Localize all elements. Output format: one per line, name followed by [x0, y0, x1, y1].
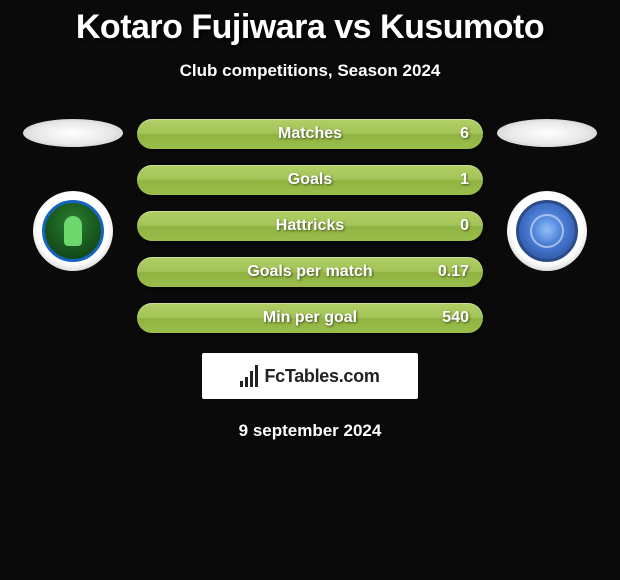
stat-value: 0: [460, 217, 469, 235]
stat-label: Min per goal: [263, 309, 357, 327]
brand-bar: [255, 365, 258, 387]
page-title: Kotaro Fujiwara vs Kusumoto: [0, 8, 620, 47]
stat-label: Hattricks: [276, 217, 344, 235]
main-layout: Matches 6 Goals 1 Hattricks 0 Goals per …: [0, 119, 620, 333]
club-badge-left-inner: [42, 200, 104, 262]
brand-box: FcTables.com: [202, 353, 418, 399]
stat-row: Matches 6: [137, 119, 483, 149]
brand-bar: [245, 377, 248, 387]
stat-value: 1: [460, 171, 469, 189]
stat-value: 540: [442, 309, 469, 327]
club-badge-right-inner: [516, 200, 578, 262]
stat-label: Matches: [278, 125, 342, 143]
player-silhouette-right: [497, 119, 597, 147]
club-badge-right: [507, 191, 587, 271]
stat-value: 6: [460, 125, 469, 143]
right-player-col: [497, 119, 597, 271]
brand-bar: [250, 371, 253, 387]
brand-text: FcTables.com: [264, 366, 379, 387]
brand-chart-icon: [240, 365, 258, 387]
stat-row: Goals 1: [137, 165, 483, 195]
stat-label: Goals per match: [247, 263, 372, 281]
club-badge-right-core: [530, 214, 564, 248]
left-player-col: [23, 119, 123, 271]
comparison-card: Kotaro Fujiwara vs Kusumoto Club competi…: [0, 0, 620, 441]
page-subtitle: Club competitions, Season 2024: [0, 61, 620, 81]
stat-row: Min per goal 540: [137, 303, 483, 333]
stat-row: Hattricks 0: [137, 211, 483, 241]
stats-column: Matches 6 Goals 1 Hattricks 0 Goals per …: [137, 119, 483, 333]
stat-row: Goals per match 0.17: [137, 257, 483, 287]
club-badge-left: [33, 191, 113, 271]
player-silhouette-left: [23, 119, 123, 147]
stat-label: Goals: [288, 171, 332, 189]
stat-value: 0.17: [438, 263, 469, 281]
club-badge-left-core: [64, 216, 82, 246]
date-line: 9 september 2024: [0, 421, 620, 441]
brand-bar: [240, 381, 243, 387]
